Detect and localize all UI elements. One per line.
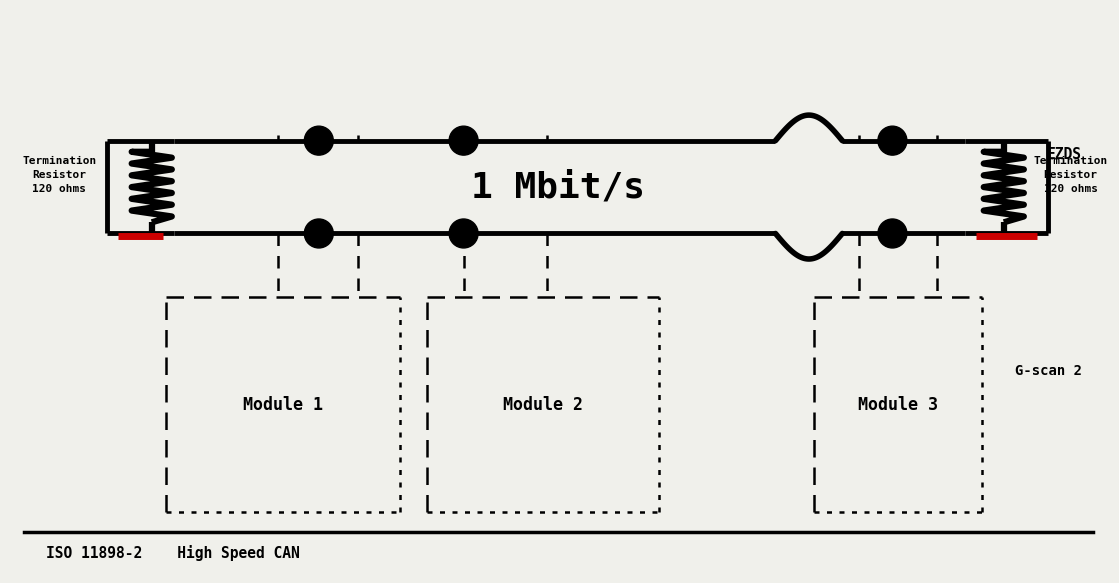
Text: 1 Mbit/s: 1 Mbit/s <box>471 170 646 204</box>
Text: EZDS: EZDS <box>1046 147 1082 162</box>
Circle shape <box>449 219 478 248</box>
Circle shape <box>878 219 906 248</box>
Text: ISO 11898-2    High Speed CAN: ISO 11898-2 High Speed CAN <box>46 545 300 561</box>
Circle shape <box>878 126 906 155</box>
Circle shape <box>449 126 478 155</box>
Text: Module 2: Module 2 <box>502 396 583 414</box>
Text: G-scan 2: G-scan 2 <box>1015 364 1082 378</box>
Circle shape <box>304 126 333 155</box>
Text: Termination
Resistor
120 ohms: Termination Resistor 120 ohms <box>22 156 96 195</box>
Circle shape <box>304 219 333 248</box>
Text: Termination
Resistor
120 ohms: Termination Resistor 120 ohms <box>1034 156 1108 195</box>
Text: Module 1: Module 1 <box>243 396 323 414</box>
Text: Module 3: Module 3 <box>858 396 938 414</box>
